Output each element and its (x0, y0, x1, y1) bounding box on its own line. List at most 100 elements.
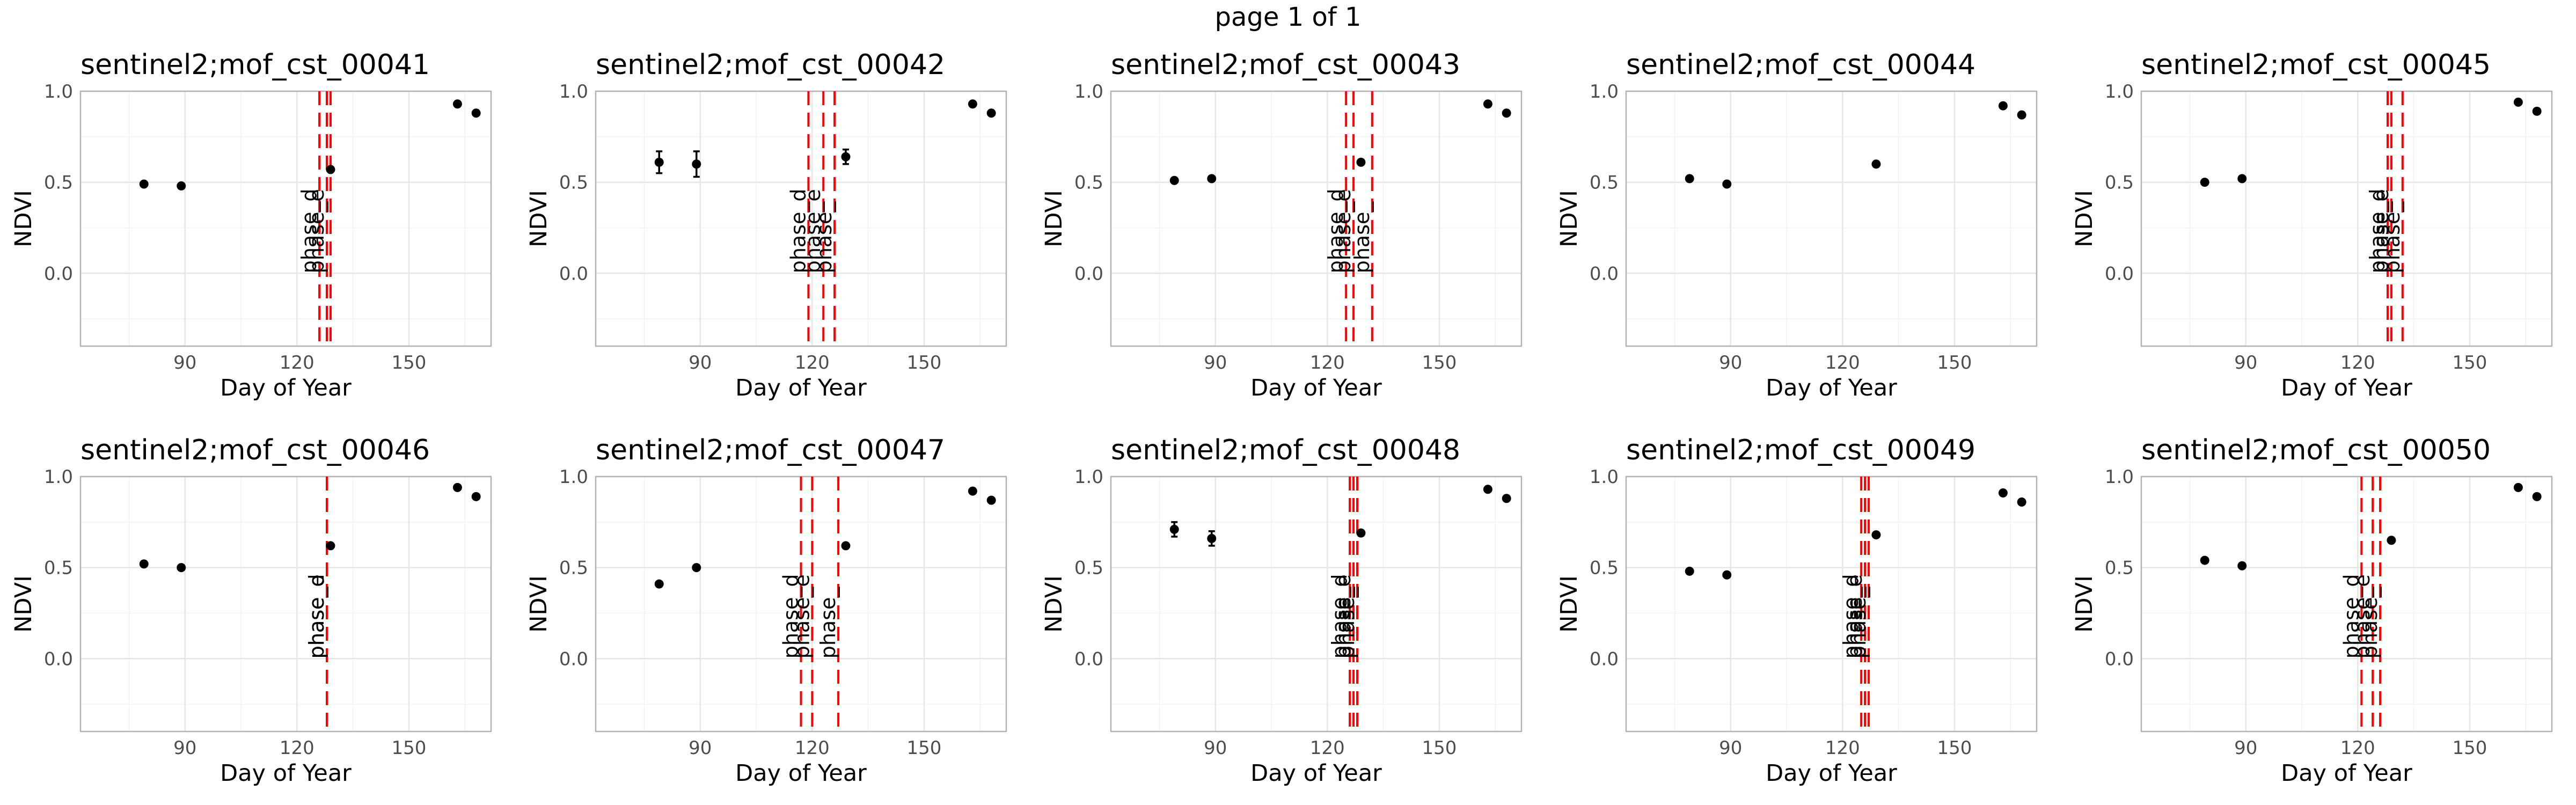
phase-label: phase_d (1328, 574, 1351, 658)
data-point (1483, 99, 1492, 109)
x-tick-label: 120 (280, 737, 314, 759)
data-point (2387, 536, 2396, 545)
phase-label: phase_e (1331, 574, 1355, 658)
data-point (692, 563, 701, 573)
data-point (2532, 106, 2542, 116)
x-tick-label: 120 (2340, 737, 2375, 759)
data-point (1207, 533, 1217, 543)
x-tick-label: 150 (392, 352, 427, 374)
page-title: page 1 of 1 (1215, 2, 1362, 32)
phase-label: phase_ (1350, 201, 1374, 274)
y-axis-label: NDVI (525, 190, 552, 247)
panel-border (1625, 90, 2038, 347)
data-point (2532, 492, 2542, 501)
panel-border (1625, 475, 2038, 733)
x-tick-label: 150 (907, 737, 942, 759)
y-axis-label: NDVI (2071, 190, 2098, 247)
y-tick-label: 0.5 (559, 172, 588, 194)
x-tick-label: 120 (1825, 737, 1860, 759)
data-point (1502, 494, 1511, 503)
chart-panel: sentinel2;mof_cst_00046 0.0 0.5 1.0 90 120 150… (10, 434, 492, 787)
y-tick-label: 0.0 (44, 648, 73, 670)
data-point (1871, 530, 1881, 540)
x-axis-label: Day of Year (220, 760, 352, 787)
panel-title: sentinel2;mof_cst_00043 (1111, 49, 1460, 81)
y-axis-label: NDVI (525, 575, 552, 633)
data-point (2237, 561, 2247, 570)
phase-label: phase_e (2369, 189, 2393, 273)
data-point (1207, 174, 1217, 184)
panel-title: sentinel2;mof_cst_00050 (2141, 434, 2491, 466)
y-tick-label: 0.5 (2105, 558, 2134, 579)
data-point (2017, 110, 2026, 120)
x-axis-label: Day of Year (1250, 760, 1382, 787)
x-tick-label: 150 (907, 352, 942, 374)
data-point (986, 108, 996, 118)
data-point (654, 157, 664, 167)
x-axis-label: Day of Year (735, 375, 867, 401)
phase-label: phase_ (813, 201, 836, 274)
phase-label: phase_d (1839, 574, 1863, 658)
y-tick-label: 0.5 (1074, 172, 1103, 194)
data-point (1356, 157, 1366, 167)
data-point (1502, 108, 1511, 118)
data-point (2200, 555, 2209, 565)
phase-label: phase_e (790, 574, 814, 658)
y-tick-label: 0.0 (1590, 263, 1619, 284)
y-tick-label: 0.0 (1074, 263, 1103, 284)
panel-border (79, 475, 492, 733)
x-tick-label: 150 (392, 737, 427, 759)
y-tick-label: 0.0 (2105, 263, 2134, 284)
chart-panel: sentinel2;mof_cst_00043 0.0 0.5 1.0 90 120 150… (1041, 49, 1523, 401)
phase-label: phase_e (305, 574, 328, 658)
x-tick-label: 90 (1204, 352, 1227, 374)
data-point (471, 108, 481, 118)
x-tick-label: 90 (173, 737, 196, 759)
x-tick-label: 90 (689, 352, 712, 374)
phase-label: phase_e (1331, 189, 1355, 273)
data-point (2200, 178, 2209, 187)
y-tick-label: 1.0 (44, 81, 73, 103)
data-point (326, 541, 335, 551)
panel-title: sentinel2;mof_cst_00044 (1626, 49, 1975, 81)
panel-title: sentinel2;mof_cst_00048 (1111, 434, 1460, 466)
x-tick-label: 120 (795, 737, 830, 759)
y-tick-label: 1.0 (559, 466, 588, 488)
data-point (1871, 159, 1881, 169)
y-tick-label: 1.0 (2105, 466, 2134, 488)
phase-label: phase_d (1324, 188, 1348, 273)
data-point (177, 563, 186, 573)
phase-label: phase_e (1843, 574, 1867, 658)
data-point (1685, 174, 1694, 184)
x-tick-label: 150 (1937, 737, 1972, 759)
data-point (1685, 566, 1694, 576)
data-point (968, 99, 977, 109)
phase-label: phase_ (1335, 587, 1359, 659)
x-tick-label: 150 (1422, 737, 1457, 759)
data-point (471, 492, 481, 501)
data-point (1169, 175, 1179, 185)
chart-panel: sentinel2;mof_cst_00045 0.0 0.5 1.0 90 120 150… (2071, 49, 2553, 401)
y-tick-label: 1.0 (1590, 466, 1619, 488)
x-tick-label: 120 (1310, 737, 1345, 759)
data-point (2237, 174, 2247, 184)
y-tick-label: 1.0 (1590, 81, 1619, 103)
data-point (1169, 524, 1179, 534)
x-tick-label: 90 (173, 352, 196, 374)
y-axis-label: NDVI (1556, 575, 1583, 633)
y-tick-label: 0.5 (559, 558, 588, 579)
y-tick-label: 0.0 (559, 648, 588, 670)
data-point (1356, 528, 1366, 538)
panel-title: sentinel2;mof_cst_00049 (1626, 434, 1975, 466)
panel-title: sentinel2;mof_cst_00041 (80, 49, 430, 81)
phase-label: phase_d (786, 188, 810, 273)
x-axis-label: Day of Year (2281, 760, 2412, 787)
chart-panel: sentinel2;mof_cst_00048 0.0 0.5 1.0 90 120 150… (1041, 434, 1523, 787)
data-point (2513, 482, 2523, 492)
data-point (452, 99, 462, 109)
phase-label: phase_d (297, 188, 321, 273)
x-tick-label: 90 (1719, 737, 1742, 759)
data-point (2513, 97, 2523, 107)
panel-border (2140, 90, 2553, 347)
